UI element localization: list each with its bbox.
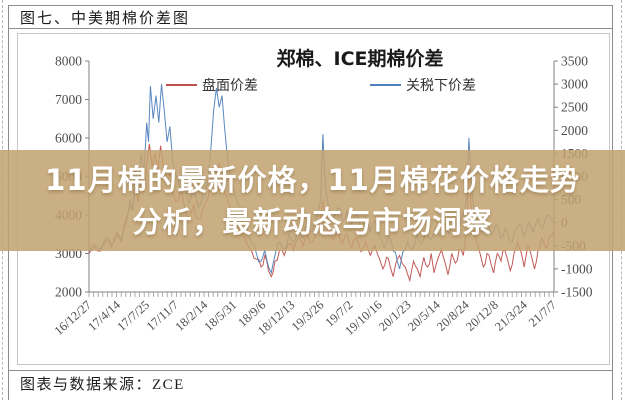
x-axis-label: 19/3/26 <box>289 298 327 334</box>
footer-separator <box>8 370 612 371</box>
y-right-label: -1000 <box>561 261 593 276</box>
chart-frame: 郑棉、ICE期棉价差 盘面价差 关税下价差 800070006000500040… <box>17 33 610 365</box>
y-right-label: 3500 <box>561 54 588 69</box>
y-right-label: -1500 <box>561 285 593 300</box>
y-right-label: 2000 <box>561 123 588 138</box>
figure-caption: 图七、中美期棉价差图 <box>20 11 191 27</box>
x-axis-label: 21/7/7 <box>526 298 559 330</box>
header-separator <box>8 28 612 29</box>
headline-line-2: 分析，最新动态与市场洞察 <box>132 204 493 239</box>
table-border-top <box>8 5 612 6</box>
headline-line-1: 11月棉的最新价格，11月棉花价格走势 <box>45 162 580 197</box>
x-axis-label: 20/1/23 <box>376 298 414 334</box>
headline-banner: 11月棉的最新价格，11月棉花价格走势 分析，最新动态与市场洞察 <box>0 150 625 251</box>
source-note: 图表与数据来源：ZCE <box>20 377 185 393</box>
x-axis-label: 16/12/27 <box>52 298 94 338</box>
legend: 盘面价差 关税下价差 <box>166 77 476 94</box>
x-axis-label: 21/3/24 <box>492 297 530 333</box>
x-axis-labels: 16/12/2717/4/1417/7/2517/11/718/2/1418/5… <box>52 297 559 338</box>
y-left-label: 6000 <box>55 131 82 146</box>
x-axis-label: 20/12/8 <box>463 298 501 334</box>
y-left-label: 7000 <box>55 92 82 107</box>
chart-title: 郑棉、ICE期棉价差 <box>277 47 444 70</box>
legend-label-guanshui: 关税下价差 <box>406 78 476 94</box>
y-left-label: 8000 <box>55 54 82 69</box>
y-axis-right: 3500300025002000150010005000-500-1000-15… <box>554 54 593 300</box>
y-left-label: 2000 <box>55 285 82 300</box>
x-axis-label: 18/5/31 <box>202 298 240 334</box>
y-right-label: 2500 <box>561 100 588 115</box>
x-axis-label: 17/7/25 <box>114 298 152 334</box>
price-spread-chart: 郑棉、ICE期棉价差 盘面价差 关税下价差 800070006000500040… <box>52 47 593 338</box>
legend-label-panmian: 盘面价差 <box>202 77 258 94</box>
y-right-label: 3000 <box>561 77 588 92</box>
